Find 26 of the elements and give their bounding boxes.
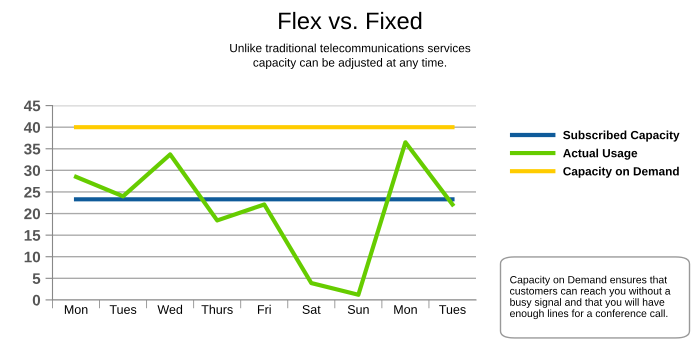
line-series [74,140,455,297]
y-tick-label: 40 [24,122,40,133]
y-tick-label: 35 [24,144,40,154]
y-tick-label: 25 [24,186,40,198]
x-tick-label: Tues [110,305,136,314]
y-tick-label: 30 [24,165,40,176]
legend-label: Capacity on Demand [563,166,679,178]
x-tick-label: Mon [64,305,88,314]
x-tick-label: Tues [439,305,466,314]
legend-label: Actual Usage [563,148,638,160]
y-tick-label: 45 [24,100,40,112]
legend-label: Subscribed Capacity [563,130,680,142]
x-tick-label: Mon [394,305,417,314]
x-tick-label: Wed [157,304,182,314]
y-tick-label: 20 [24,208,40,220]
y-tick-label: 10 [24,252,40,262]
x-tick-label: Fri [258,304,271,314]
x-tick-label: Sun [348,305,369,314]
x-tick-label: Sat [302,305,321,314]
y-tick-label: 0 [32,294,40,306]
text: Capacity on Demand ensures that customers can reach you without a busy signal and that you will have enough lines for a conference call. [510,276,671,320]
chart-subtitle: Unlike traditional telecommunications services capacity can be adjusted at any time. [230,44,470,70]
chart-title: Flex vs. Fixed [279,12,422,30]
y-tick-label: 15 [24,230,40,241]
x-tick-label: Thurs [202,304,233,314]
y-tick-label: 5 [32,273,40,284]
